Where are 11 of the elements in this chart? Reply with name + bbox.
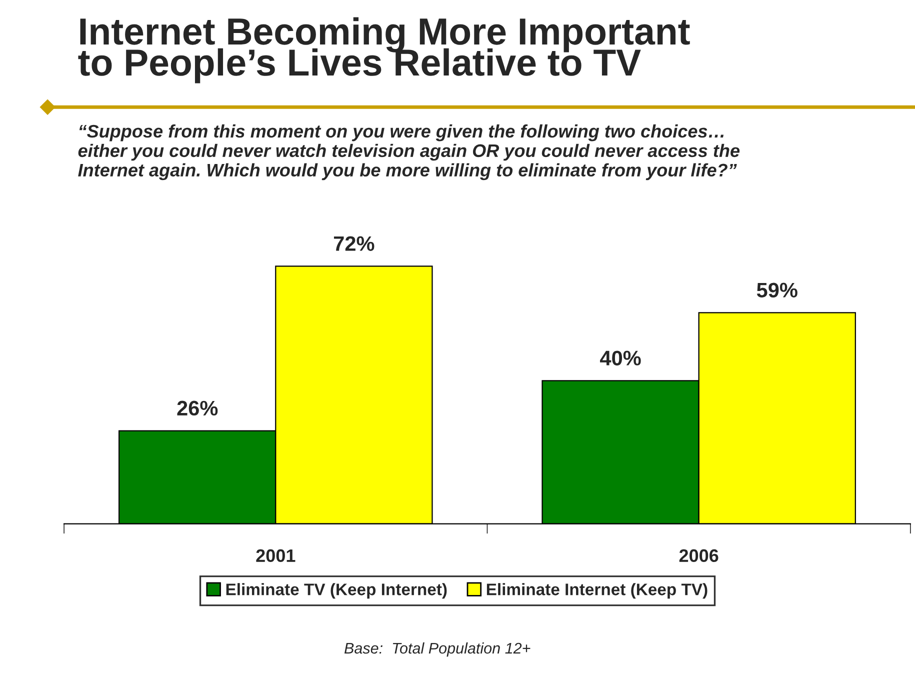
data-label: 59% [756, 282, 798, 298]
chart-title: Internet Becoming More Important to People’s Lives Relative to TV [78, 17, 690, 84]
data-label: 40% [600, 350, 641, 366]
x-tick-label: 2001 [256, 549, 296, 562]
text: Base: Total Population 12+ [344, 642, 530, 657]
data-label: 26% [177, 400, 218, 416]
legend-label: Eliminate Internet (Keep TV) [486, 583, 708, 599]
legend-label: Eliminate TV (Keep Internet) [226, 583, 447, 599]
data-label: 72% [334, 236, 374, 251]
chart-subtitle: “Suppose from this moment on you were given the following two choices… either you could never watch television again OR you could never access the Internet again. Which would you be more willing to eliminate from your life?” [78, 124, 740, 180]
x-tick-label: 2006 [679, 549, 718, 562]
